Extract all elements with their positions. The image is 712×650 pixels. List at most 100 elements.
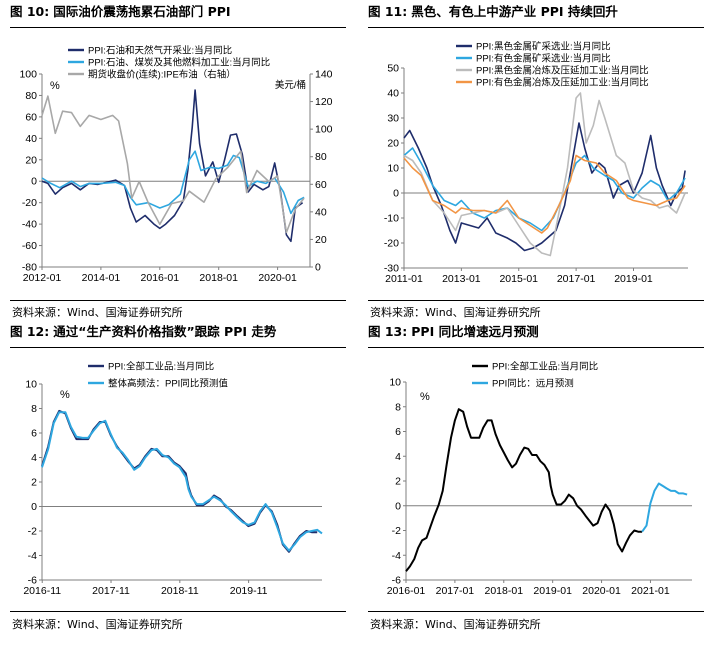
metals-ppi-line-chart: -30 -20 -10 0 10 20 30 40 50 2011-01 2013-01 2015-0…: [384, 41, 688, 285]
y-tick-label: 8: [395, 401, 401, 413]
y-right-tick-label: 100: [315, 124, 333, 136]
x-tick-label: 2019-01: [614, 273, 653, 285]
y-right-tick-label: 20: [315, 234, 327, 246]
legend-label: PPI:有色金属冶炼及压延加工业:当月同比: [476, 77, 649, 89]
x-tick-label: 2017-01: [436, 585, 475, 597]
x-tick-label: 2019-01: [533, 585, 572, 597]
y-tick-label: 80: [25, 90, 37, 102]
y-tick-label: 10: [25, 379, 37, 391]
x-tick-label: 2015-01: [499, 273, 538, 285]
y-tick-label: -10: [384, 213, 399, 225]
x-tick-label: 2013-01: [442, 273, 481, 285]
y-tick-label: -6: [28, 575, 37, 587]
series-line-2: [641, 482, 688, 533]
x-tick-label: 2019-11: [230, 585, 268, 597]
y-tick-label: 6: [31, 428, 37, 440]
y-tick-label: 0: [393, 188, 399, 200]
legend-label: 期货收盘价(连续):IPE布油（右轴）: [88, 69, 236, 81]
y-tick-label: 40: [25, 133, 37, 145]
figure-title: 黑色、有色上中游产业 PPI 持续回升: [411, 4, 618, 19]
legend-label: PPI同比：远月预测: [492, 378, 574, 390]
figure-title: 国际油价震荡拖累石油部门 PPI: [53, 4, 231, 19]
figure-number: 图 13:: [368, 324, 408, 339]
legend-label: PPI:石油、煤炭及其他燃料加工业:当月同比: [88, 57, 270, 69]
y-tick-label: -80: [22, 262, 37, 274]
y-tick-label: 8: [31, 403, 37, 415]
y-tick-label: 2: [31, 477, 37, 489]
legend-label: PPI:有色金属矿采选业:当月同比: [476, 53, 611, 65]
source-note: 资料来源：Wind、国海证券研究所: [370, 618, 541, 631]
source-note: 资料来源：Wind、国海证券研究所: [12, 618, 183, 631]
y-tick-label: 30: [387, 113, 399, 125]
y-tick-label: 40: [387, 88, 399, 100]
panel-title: 图 10: 国际油价震荡拖累石油部门 PPI: [10, 2, 346, 22]
y-tick-label: -4: [28, 550, 37, 562]
x-tick-label: 2017-11: [92, 585, 130, 597]
panel-title: 图 12: 通过“生产资料价格指数”跟踪 PPI 走势: [10, 322, 346, 342]
ppi-forecast-line-chart: -6 -4 -2 0 2 4 6 8 10 2016-01 2017-01 2018-01 2019-0…: [387, 361, 692, 597]
series-line-2: [41, 150, 305, 215]
legend-label: PPI:石油和天然气开采业:当月同比: [88, 45, 232, 57]
y-tick-label: 20: [25, 154, 37, 166]
y-tick-label: 2: [395, 476, 401, 488]
series-line-1: [41, 89, 304, 243]
x-tick-label: 2011-01: [385, 273, 423, 285]
y-axis-unit: %: [60, 389, 70, 401]
x-tick-label: 2021-01: [631, 585, 670, 597]
y-tick-label: -60: [22, 240, 37, 252]
legend-label: PPI:全部工业品:当月同比: [492, 361, 598, 373]
series-line-3: [403, 92, 686, 257]
y-tick-label: -2: [392, 525, 401, 537]
x-tick-label: 2018-01: [199, 272, 238, 284]
x-tick-label: 2016-11: [23, 585, 61, 597]
chart-panel-fig13: 图 13: PPI 同比增速远月预测 -6 -4 -2 0 2 4 6 8 10 2016-01 20…: [368, 322, 704, 648]
x-tick-label: 2018-01: [485, 585, 524, 597]
source-rule: [10, 300, 346, 301]
figure-number: 图 10:: [10, 4, 50, 19]
y-tick-label: 10: [387, 163, 399, 175]
panel-title: 图 13: PPI 同比增速远月预测: [368, 322, 704, 342]
legend-label: PPI:全部工业品:当月同比: [108, 361, 214, 373]
x-tick-label: 2014-01: [82, 272, 121, 284]
y-tick-label: -30: [384, 263, 399, 275]
x-tick-label: 2016-01: [387, 585, 426, 597]
chart-panel-fig10: 图 10: 国际油价震荡拖累石油部门 PPI -80 -60 -40 -20 0 20 40 6…: [10, 2, 346, 322]
x-tick-label: 2018-11: [161, 585, 199, 597]
y-tick-label: -40: [22, 219, 37, 231]
y-tick-label: -20: [384, 238, 399, 250]
y-right-tick-label: 40: [315, 206, 327, 218]
y-tick-label: 6: [395, 426, 401, 438]
chart-panel-fig12: 图 12: 通过“生产资料价格指数”跟踪 PPI 走势 -6 -4 -2 0 2 4 6 8 10…: [10, 322, 346, 648]
series-line-1: [41, 409, 318, 553]
x-tick-label: 2017-01: [557, 273, 596, 285]
figure-title: 通过“生产资料价格指数”跟踪 PPI 走势: [53, 324, 277, 339]
title-rule: [10, 27, 346, 28]
x-tick-label: 2020-01: [258, 272, 297, 284]
y-tick-label: 60: [25, 111, 37, 123]
y-tick-label: 4: [31, 452, 37, 464]
title-rule: [10, 347, 346, 348]
chart-panel-fig11: 图 11: 黑色、有色上中游产业 PPI 持续回升 -30 -20 -10 0 10 20 3…: [368, 2, 704, 322]
y-right-tick-label: 0: [315, 262, 321, 274]
oil-ppi-line-chart: -80 -60 -40 -20 0 20 40 60 80 100 0 20 40 60 80 100 120 1…: [19, 45, 333, 285]
y-tick-label: -4: [392, 550, 401, 562]
legend-label: PPI:黑色金属冶炼及压延加工业:当月同比: [476, 65, 649, 77]
source-note: 资料来源：Wind、国海证券研究所: [370, 306, 541, 319]
series-line-3: [41, 95, 305, 234]
legend-label: PPI:黑色金属矿采选业:当月同比: [476, 41, 611, 53]
source-rule: [10, 611, 346, 612]
y-right-tick-label: 140: [315, 69, 333, 81]
y-axis-unit: %: [50, 80, 60, 92]
y-right-tick-label: 80: [315, 151, 327, 163]
y-tick-label: -20: [22, 197, 37, 209]
series-line-1: [405, 408, 643, 572]
y-tick-label: 10: [389, 377, 401, 389]
y-right-tick-label: 60: [315, 179, 327, 191]
y-tick-label: 0: [31, 176, 37, 188]
y-tick-label: 0: [31, 501, 37, 513]
right-axis-unit: 美元/桶: [275, 79, 306, 91]
source-rule: [368, 300, 704, 301]
ppi-tracking-line-chart: -6 -4 -2 0 2 4 6 8 10 2016-11 2017-11 2018-11 2019-1…: [23, 361, 323, 597]
series-line-4: [403, 154, 686, 234]
source-note: 资料来源：Wind、国海证券研究所: [12, 306, 183, 319]
